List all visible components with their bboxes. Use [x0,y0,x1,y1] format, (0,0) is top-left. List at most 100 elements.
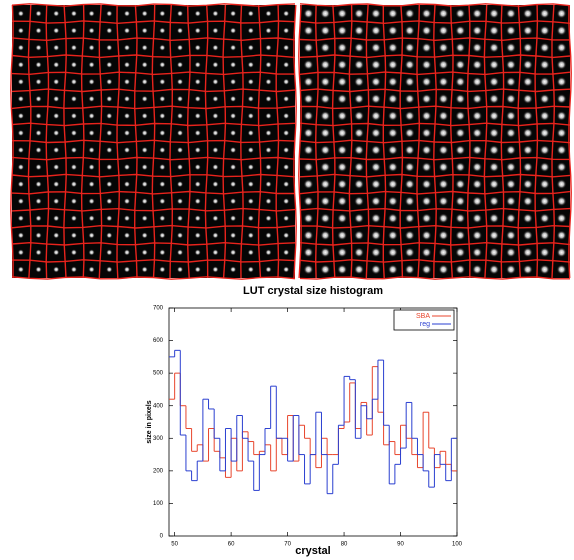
crystal-spot [88,180,95,188]
crystal-spot [106,146,113,154]
crystal-spot [421,76,432,87]
crystal-spot [455,59,466,70]
crystal-spot [522,247,533,258]
crystal-spot [141,232,148,239]
crystal-spot [159,198,166,205]
crystal-spot [194,232,201,239]
crystal-spot [159,232,166,239]
crystal-spot [556,213,567,224]
grid-boundary [299,20,571,25]
crystal-spot [387,8,398,19]
crystal-spot [556,42,567,53]
grid-boundary [416,4,421,279]
crystal-spot [17,44,25,51]
crystal-spot [265,215,272,222]
crystal-spot [70,112,78,120]
crystal-spot [354,264,365,275]
crystal-spot [88,163,95,171]
crystal-spot [17,249,25,256]
crystal-spot [70,10,78,17]
crystal-spot [88,61,95,68]
crystal-spot [354,230,365,241]
crystal-spot [194,78,201,85]
grid-boundary [299,139,571,144]
crystal-spot [212,266,219,273]
crystal-spot [141,215,148,222]
crystal-spot [489,93,500,104]
crystal-spot [370,110,381,121]
crystal-spot [247,146,254,154]
crystal-spot [404,8,415,19]
crystal-spot [247,249,254,256]
grid-boundary [11,173,296,178]
crystal-spot [472,179,483,190]
crystal-spot [229,95,237,103]
crystal-spot [505,59,516,70]
crystal-spot [176,146,184,154]
crystal-spot [212,78,219,85]
crystal-spot [455,8,466,19]
crystal-spot [35,44,42,51]
crystal-spot [17,27,25,34]
y-tick-label: 100 [153,501,164,507]
crystal-spot [176,112,184,120]
crystal-spot [472,59,483,70]
crystal-spot [438,264,449,275]
crystal-spot [106,232,113,239]
crystal-spot [354,179,365,190]
crystal-spot [387,247,398,258]
crystal-spot [472,110,483,121]
y-tick-label: 0 [160,534,164,540]
crystal-spot [17,215,25,222]
crystal-spot [265,266,272,273]
crystal-spot [53,10,60,17]
crystal-spot [159,146,166,154]
crystal-spot [472,93,483,104]
crystal-spot [53,215,60,222]
crystal-spot [303,59,314,70]
crystal-spot [556,230,567,241]
crystal-spot [176,27,184,34]
x-tick-label: 80 [341,542,348,548]
crystal-spot [472,76,483,87]
crystal-spot [141,95,148,103]
crystal-spot [522,230,533,241]
crystal-spot [472,127,483,138]
crystal-spot [455,76,466,87]
crystal-spot [141,180,148,188]
crystal-spot [123,78,131,85]
crystal-spot [106,249,113,256]
grid-boundary [222,4,227,279]
crystal-spot [35,10,42,17]
grid-boundary [11,122,296,127]
crystal-spot [88,27,95,34]
crystal-spot [303,247,314,258]
crystal-spot [556,179,567,190]
grid-boundary [299,276,570,280]
crystal-spot [123,44,131,51]
y-tick-label: 600 [153,338,164,344]
crystal-spot [176,180,184,188]
crystal-spot [159,266,166,273]
crystal-spot [522,110,533,121]
crystal-spot [489,264,500,275]
crystal-spot [354,76,365,87]
crystal-spot [522,25,533,36]
crystal-spot [354,196,365,207]
crystal-spot [489,162,500,173]
crystal-spot [70,232,78,239]
crystal-spot [282,44,290,51]
crystal-spot [229,112,237,120]
crystal-spot [282,61,290,68]
crystal-spot [35,266,42,273]
crystal-spot [354,8,365,19]
crystal-spot [387,127,398,138]
crystal-spot [53,266,60,273]
crystal-spot [123,198,131,205]
crystal-spot [421,42,432,53]
crystal-spot [194,146,201,154]
crystal-spot [70,180,78,188]
crystal-spot [229,198,237,205]
crystal-spot [337,162,348,173]
